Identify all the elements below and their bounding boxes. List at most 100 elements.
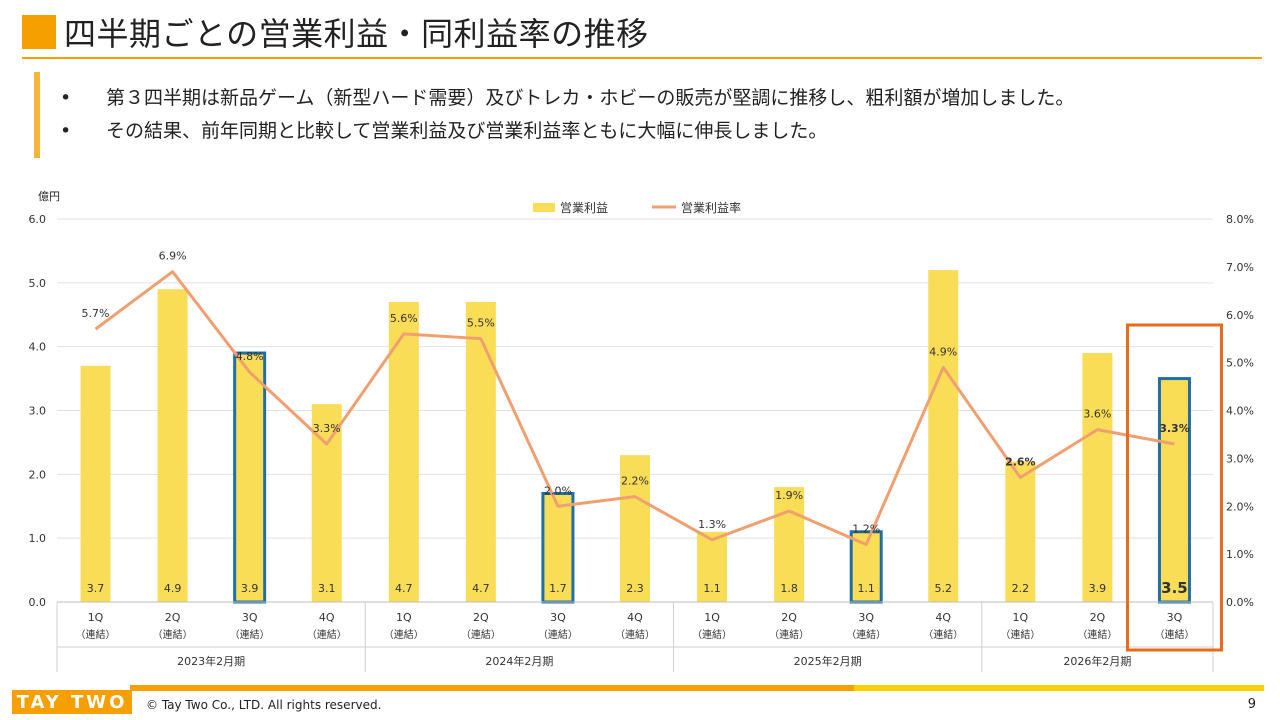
y-left-tick-label: 5.0 <box>29 277 47 290</box>
y-left-tick-label: 1.0 <box>29 532 47 545</box>
x-category-label: 1Q <box>396 611 412 624</box>
rate-value-label: 5.5% <box>467 317 495 330</box>
bar <box>157 289 188 602</box>
x-category-label: 4Q <box>319 611 335 624</box>
bar-value-label: 4.7 <box>395 582 413 595</box>
page-title: 四半期ごとの営業利益・同利益率の推移 <box>64 15 649 53</box>
company-logo: TAY TWO <box>12 690 132 714</box>
x-category-label: 4Q <box>627 611 643 624</box>
y-left-tick-label: 2.0 <box>29 468 47 481</box>
y-left-tick-label: 4.0 <box>29 341 47 354</box>
x-category-label: 2Q <box>1090 611 1106 624</box>
x-category-sublabel: （連結） <box>230 628 270 641</box>
bar <box>311 404 342 602</box>
bar-value-label: 3.7 <box>87 582 105 595</box>
y-right-tick-label: 7.0% <box>1226 261 1254 274</box>
x-category-label: 2Q <box>781 611 797 624</box>
bar-value-label: 3.9 <box>1089 582 1107 595</box>
bullet-marker: • <box>60 120 72 142</box>
rate-value-label: 1.2% <box>852 523 880 536</box>
x-category-sublabel: （連結） <box>461 628 501 641</box>
x-group-label: 2025年2月期 <box>794 654 862 668</box>
rate-value-label: 4.9% <box>929 345 957 358</box>
bar-value-label: 3.1 <box>318 582 336 595</box>
page-number: 9 <box>1247 697 1256 712</box>
x-category-label: 2Q <box>473 611 489 624</box>
bar-value-label: 4.9 <box>164 582 182 595</box>
title-divider <box>22 57 1262 59</box>
legend-bar-label: 営業利益 <box>560 201 608 215</box>
bar <box>928 270 959 602</box>
title-accent-square <box>22 15 56 49</box>
rate-value-label: 2.0% <box>544 484 572 497</box>
x-category-label: 2Q <box>165 611 181 624</box>
rate-value-label: 3.3% <box>313 422 341 435</box>
title-bar: 四半期ごとの営業利益・同利益率の推移 <box>22 10 649 54</box>
bullet-item: • その結果、前年同期と比較して営業利益及び営業利益率ともに大幅に伸長しました。 <box>60 115 1260 148</box>
x-category-label: 3Q <box>550 611 566 624</box>
copyright-text: © Tay Two Co., LTD. All rights reserved. <box>146 698 382 712</box>
bullets-accent-bar <box>34 72 40 158</box>
x-group-label: 2024年2月期 <box>485 654 553 668</box>
x-category-sublabel: （連結） <box>615 628 655 641</box>
bar-value-label: 1.8 <box>780 582 798 595</box>
y-right-tick-label: 6.0% <box>1226 309 1254 322</box>
bar-value-label: 1.1 <box>857 582 875 595</box>
rate-value-label: 3.3% <box>1159 422 1190 435</box>
rate-value-label: 5.6% <box>390 312 418 325</box>
bar <box>465 301 496 602</box>
bar-value-label: 2.3 <box>626 582 644 595</box>
y-left-tick-label: 0.0 <box>29 596 47 609</box>
rate-value-label: 5.7% <box>82 307 110 320</box>
bar-value-label: 5.2 <box>935 582 953 595</box>
x-category-label: 1Q <box>88 611 104 624</box>
y-right-tick-label: 8.0% <box>1226 213 1254 226</box>
y-left-tick-label: 6.0 <box>29 213 47 226</box>
bullet-text: 第３四半期は新品ゲーム（新型ハード需要）及びトレカ・ホビーの販売が堅調に推移し、… <box>106 87 1075 109</box>
rate-value-label: 2.2% <box>621 475 649 488</box>
x-category-sublabel: （連結） <box>384 628 424 641</box>
bar-value-label: 1.7 <box>549 582 567 595</box>
x-category-label: 1Q <box>704 611 720 624</box>
bar-value-label: 1.1 <box>703 582 721 595</box>
rate-value-label: 3.6% <box>1083 408 1111 421</box>
footer-stripe <box>854 685 1264 691</box>
x-category-sublabel: （連結） <box>1077 628 1117 641</box>
x-category-sublabel: （連結） <box>769 628 809 641</box>
summary-bullets: • 第３四半期は新品ゲーム（新型ハード需要）及びトレカ・ホビーの販売が堅調に推移… <box>60 82 1260 148</box>
bar <box>697 531 728 602</box>
legend-line-label: 営業利益率 <box>681 200 741 215</box>
bar <box>774 487 805 602</box>
rate-value-label: 1.3% <box>698 518 726 531</box>
legend-bar-swatch <box>533 203 555 212</box>
bar <box>620 455 650 602</box>
x-group-label: 2023年2月期 <box>177 654 245 668</box>
x-category-label: 1Q <box>1012 611 1028 624</box>
bar-value-label: 3.5 <box>1161 579 1188 597</box>
rate-value-label: 2.6% <box>1005 456 1036 469</box>
footer-stripe <box>130 685 854 691</box>
bar <box>1005 461 1036 602</box>
y-right-tick-label: 2.0% <box>1226 500 1254 513</box>
y-right-tick-label: 5.0% <box>1226 357 1254 370</box>
y-right-tick-label: 3.0% <box>1226 452 1254 465</box>
x-category-sublabel: （連結） <box>846 628 886 641</box>
x-category-sublabel: （連結） <box>1000 628 1040 641</box>
x-group-label: 2026年2月期 <box>1063 654 1131 668</box>
bar-value-label: 2.2 <box>1012 582 1030 595</box>
rate-value-label: 4.8% <box>236 350 264 363</box>
bar <box>80 365 111 602</box>
x-category-sublabel: （連結） <box>923 628 963 641</box>
bar <box>1082 353 1113 602</box>
bar <box>388 301 419 602</box>
bullet-text: その結果、前年同期と比較して営業利益及び営業利益率ともに大幅に伸長しました。 <box>106 120 828 142</box>
x-category-label: 4Q <box>935 611 951 624</box>
y-right-tick-label: 0.0% <box>1226 596 1254 609</box>
bar-value-label: 4.7 <box>472 582 490 595</box>
x-category-sublabel: （連結） <box>692 628 732 641</box>
bar-highlighted <box>1157 377 1191 604</box>
x-category-label: 3Q <box>858 611 874 624</box>
y-axis-unit: 億円 <box>38 190 60 203</box>
rate-value-label: 6.9% <box>159 250 187 263</box>
